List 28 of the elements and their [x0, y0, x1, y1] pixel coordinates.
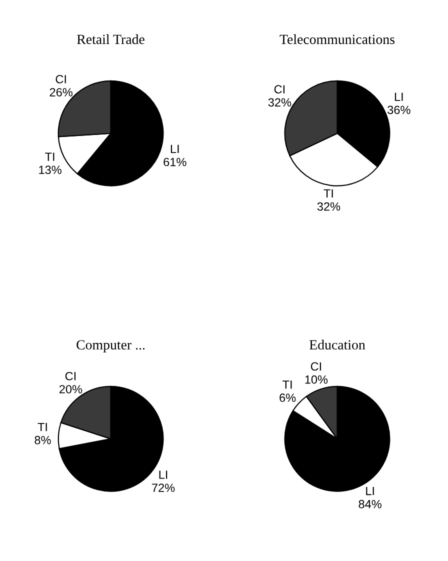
- data-label: 84%: [358, 500, 382, 508]
- slice-label: CI: [56, 74, 66, 84]
- data-label: 26%: [50, 88, 72, 96]
- data-label: 72%: [152, 484, 175, 492]
- slice-label: CI: [310, 362, 321, 371]
- chart-title: Retail Trade: [77, 34, 144, 44]
- slice-label: LI: [366, 486, 374, 496]
- slice-label: TI: [324, 189, 333, 198]
- data-label: 32%: [317, 202, 340, 211]
- chart-title: Computer ...: [76, 340, 145, 352]
- slice-label: LI: [159, 470, 168, 479]
- slice-label: LI: [170, 144, 179, 153]
- data-label: 61%: [164, 158, 186, 166]
- data-label: 13%: [39, 166, 62, 174]
- data-label: 32%: [268, 98, 292, 107]
- slice-label: TI: [38, 422, 47, 432]
- data-label: 8%: [34, 436, 51, 444]
- slice-label: CI: [274, 85, 285, 94]
- data-label: 10%: [305, 375, 328, 384]
- chart-title: Telecommunications: [280, 34, 394, 44]
- data-label: 6%: [280, 394, 296, 402]
- slice-label: TI: [45, 152, 54, 161]
- data-label: 36%: [388, 106, 410, 114]
- slice-label: LI: [394, 92, 403, 101]
- chart-title: Education: [309, 340, 366, 350]
- slice-label: CI: [65, 372, 76, 380]
- data-label: 20%: [59, 385, 82, 394]
- slice-label: TI: [282, 380, 292, 389]
